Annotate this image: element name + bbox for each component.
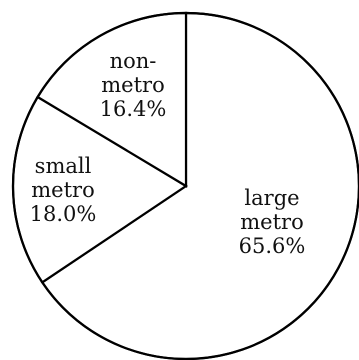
slice-name-label: large	[244, 186, 299, 210]
slice-value-label: 65.6%	[239, 234, 306, 258]
slice-name-label: metro	[31, 178, 94, 202]
slice-name-label: metro	[240, 210, 303, 234]
slice-label-large-metro: large metro 65.6%	[239, 186, 306, 258]
slice-label-small-metro: small metro 18.0%	[30, 154, 97, 226]
pie-labels: large metro 65.6%small metro 18.0%non-metro 1…	[30, 49, 306, 258]
slice-name-label: non-	[110, 49, 157, 73]
slice-label-non-metro: non-metro 16.4%	[100, 49, 167, 121]
slice-name-label: metro	[101, 73, 164, 97]
pie-outline	[11, 11, 359, 360]
pie-slices	[11, 11, 359, 360]
slice-name-label: small	[35, 154, 92, 178]
slice-value-label: 18.0%	[30, 202, 97, 226]
slice-value-label: 16.4%	[100, 97, 167, 121]
